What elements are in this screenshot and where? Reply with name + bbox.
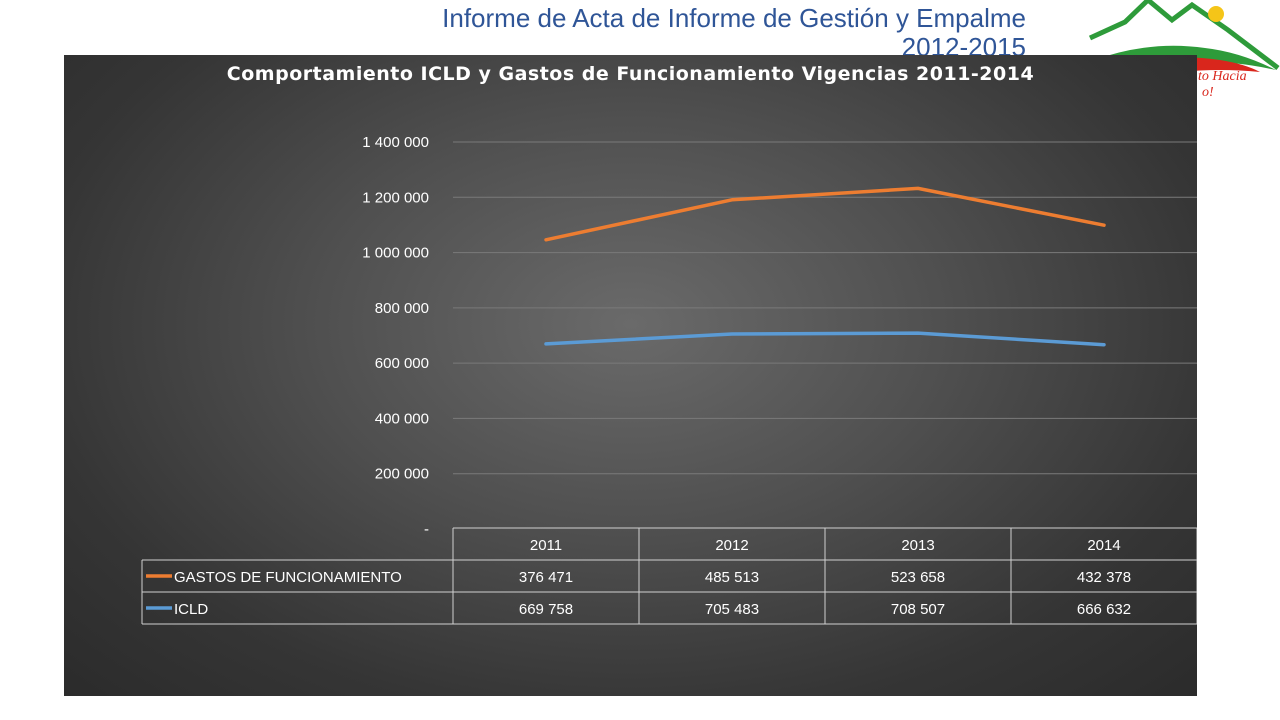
line-chart: - 200 000 400 000 600 000 800 000 1 000 000 1 … xyxy=(141,134,1197,625)
logo-mountain-outline xyxy=(1088,0,1280,70)
legend-label: ICLD xyxy=(174,601,208,618)
y-tick-label: 600 000 xyxy=(375,355,429,372)
gridlines xyxy=(453,141,1197,475)
chart-title: Comportamiento ICLD y Gastos de Funciona… xyxy=(226,63,1035,85)
series-line-gastos xyxy=(544,186,1106,242)
data-label: 705 483 xyxy=(705,601,759,618)
slide-title: Informe de Acta de Informe de Gestión y … xyxy=(300,4,1026,62)
legend-label: GASTOS DE FUNCIONAMIENTO xyxy=(174,569,402,586)
logo-text-line2: o! xyxy=(1202,85,1214,100)
data-label: 523 658 xyxy=(891,569,945,586)
data-label: 376 471 xyxy=(519,569,573,586)
logo-sun-icon xyxy=(1208,6,1224,22)
y-tick-label: 200 000 xyxy=(375,466,429,483)
y-tick-label: 800 000 xyxy=(375,300,429,317)
x-tick-label: 2014 xyxy=(1087,537,1120,554)
y-tick-label: 1 200 000 xyxy=(362,189,429,206)
series-lines xyxy=(544,186,1106,347)
x-tick-label: 2013 xyxy=(901,537,934,554)
y-tick-label: 400 000 xyxy=(375,410,429,427)
data-label: 666 632 xyxy=(1077,601,1131,618)
y-tick-label: 1 400 000 xyxy=(362,134,429,151)
chart-panel: - 200 000 400 000 600 000 800 000 1 000 000 1 … xyxy=(64,55,1197,696)
slide-title-line1: Informe de Acta de Informe de Gestión y … xyxy=(442,3,1026,33)
x-tick-label: 2012 xyxy=(715,537,748,554)
data-table: 2011 2012 2013 2014 GASTOS DE FUNCIONAMIENTO… xyxy=(141,527,1197,625)
data-label: 432 378 xyxy=(1077,569,1131,586)
logo-text-line1: to Hacia xyxy=(1198,69,1247,84)
y-axis-ticks: - 200 000 400 000 600 000 800 000 1 000 000 1 … xyxy=(362,134,429,538)
y-tick-label: - xyxy=(424,521,429,538)
data-label: 708 507 xyxy=(891,601,945,618)
data-label: 485 513 xyxy=(705,569,759,586)
x-tick-label: 2011 xyxy=(530,537,562,554)
y-tick-label: 1 000 000 xyxy=(362,245,429,262)
data-label: 669 758 xyxy=(519,601,573,618)
series-line-icld xyxy=(544,331,1106,347)
